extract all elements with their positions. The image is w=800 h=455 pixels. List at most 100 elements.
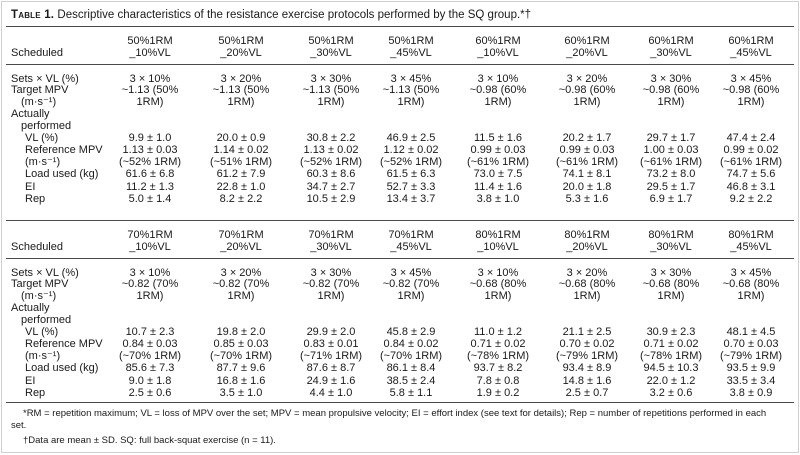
table-cell-reference-mpv: 0.99 ± 0.03 xyxy=(559,144,615,156)
table-cell-load-used: 60.3 ± 8.6 xyxy=(306,168,356,180)
column-header-load: 50%1RM xyxy=(127,35,173,47)
table-cell-load-used: 93.5 ± 9.9 xyxy=(726,362,776,374)
row-label-load-used: Load used (kg) xyxy=(25,168,99,180)
row-label-sets-vl: Sets × VL (%) xyxy=(11,73,79,85)
table-cell-ei: 22.8 ± 1.0 xyxy=(216,181,266,193)
table-cell-target-mpv: ~1.13 (50% xyxy=(302,84,360,96)
table-cell-ei: 52.7 ± 3.3 xyxy=(386,181,436,193)
column-header-vl: _20%VL xyxy=(566,241,608,253)
table-cell-sets-vl: 3 × 45% xyxy=(730,73,772,85)
table-cell-sets-vl: 3 × 45% xyxy=(730,267,772,279)
table-cell-ei: 38.5 ± 2.4 xyxy=(386,375,436,387)
table-cell-vl: 30.9 ± 2.3 xyxy=(646,326,696,338)
table-cell-sets-vl: 3 × 10% xyxy=(477,73,519,85)
column-header-load: 60%1RM xyxy=(648,35,694,47)
table-cell-reference-mpv-pct: (~51% 1RM) xyxy=(209,156,273,168)
table-cell-reference-mpv: 1.14 ± 0.02 xyxy=(213,144,269,156)
row-label-target-mpv: Target MPV xyxy=(11,84,69,96)
table-cell-target-mpv-cont: 1RM) xyxy=(737,290,765,302)
table-cell-rep: 1.9 ± 0.2 xyxy=(476,387,520,399)
table-cell-reference-mpv: 0.84 ± 0.03 xyxy=(122,338,178,350)
table-cell-target-mpv-cont: 1RM) xyxy=(657,290,685,302)
row-label-reference-mpv-unit: (m·s⁻¹) xyxy=(25,156,61,168)
table-cell-ei: 11.2 ± 1.3 xyxy=(125,181,175,193)
table-cell-load-used: 87.6 ± 8.7 xyxy=(306,362,356,374)
column-header-load: 80%1RM xyxy=(564,229,610,241)
column-header-load: 80%1RM xyxy=(648,229,694,241)
table-cell-vl: 20.2 ± 1.7 xyxy=(562,132,612,144)
column-header-vl: _30%VL xyxy=(310,241,352,253)
table-cell-load-used: 61.2 ± 7.9 xyxy=(216,168,266,180)
table-cell-target-mpv: ~0.82 (70% xyxy=(121,278,179,290)
table-cell-vl: 46.9 ± 2.5 xyxy=(386,132,436,144)
table-cell-target-mpv-cont: 1RM) xyxy=(227,96,255,108)
table-cell-target-mpv: ~1.13 (50% xyxy=(121,84,179,96)
column-header-vl: _10%VL xyxy=(477,47,519,59)
table-cell-reference-mpv-pct: (~52% 1RM) xyxy=(299,156,363,168)
table-cell-ei: 46.8 ± 3.1 xyxy=(726,181,776,193)
table-cell-sets-vl: 3 × 30% xyxy=(650,267,692,279)
row-label-target-mpv-unit: (m·s⁻¹) xyxy=(21,290,57,302)
row-label-target-mpv-unit: (m·s⁻¹) xyxy=(21,96,57,108)
table-cell-ei: 33.5 ± 3.4 xyxy=(726,375,776,387)
table-cell-ei: 16.8 ± 1.6 xyxy=(216,375,266,387)
table-cell-ei: 11.4 ± 1.6 xyxy=(473,181,523,193)
row-label-sets-vl: Sets × VL (%) xyxy=(11,267,79,279)
table-cell-load-used: 73.2 ± 8.0 xyxy=(646,168,696,180)
table-cell-vl: 29.7 ± 1.7 xyxy=(646,132,696,144)
table-cell-target-mpv: ~0.98 (60% xyxy=(722,84,780,96)
table-cell-rep: 3.8 ± 1.0 xyxy=(476,193,520,205)
table-rule-top xyxy=(6,26,794,27)
table-cell-rep: 3.2 ± 0.6 xyxy=(649,387,693,399)
table-cell-target-mpv: ~0.98 (60% xyxy=(642,84,700,96)
table-cell-reference-mpv: 1.12 ± 0.02 xyxy=(383,144,439,156)
table-cell-reference-mpv: 0.99 ± 0.02 xyxy=(723,144,779,156)
table-cell-rep: 5.3 ± 1.6 xyxy=(565,193,609,205)
table-cell-target-mpv-cont: 1RM) xyxy=(484,96,512,108)
table-cell-target-mpv: ~0.82 (70% xyxy=(382,278,440,290)
table-cell-target-mpv-cont: 1RM) xyxy=(737,96,765,108)
column-header-vl: _20%VL xyxy=(220,241,262,253)
table-cell-vl: 11.0 ± 1.2 xyxy=(473,326,523,338)
table-cell-sets-vl: 3 × 20% xyxy=(566,267,608,279)
table-cell-vl: 30.8 ± 2.2 xyxy=(306,132,356,144)
table-cell-reference-mpv-pct: (~71% 1RM) xyxy=(299,350,363,362)
column-header-load: 50%1RM xyxy=(218,35,264,47)
column-header-vl: _30%VL xyxy=(650,47,692,59)
table-cell-reference-mpv-pct: (~52% 1RM) xyxy=(118,156,182,168)
table-cell-load-used: 61.5 ± 6.3 xyxy=(386,168,436,180)
table-rule-header xyxy=(6,64,794,65)
header-scheduled-label: Scheduled xyxy=(11,241,63,253)
table-cell-load-used: 85.6 ± 7.3 xyxy=(125,362,175,374)
table-caption-label: Table 1. xyxy=(11,9,55,21)
table-cell-rep: 3.5 ± 1.0 xyxy=(219,387,263,399)
table-cell-rep: 9.2 ± 2.2 xyxy=(729,193,773,205)
table-cell-reference-mpv-pct: (~61% 1RM) xyxy=(555,156,619,168)
row-label-vl: VL (%) xyxy=(25,326,59,338)
table-cell-reference-mpv-pct: (~52% 1RM) xyxy=(379,156,443,168)
table-cell-load-used: 86.1 ± 8.4 xyxy=(386,362,436,374)
column-header-load: 70%1RM xyxy=(388,229,434,241)
table-cell-target-mpv-cont: 1RM) xyxy=(484,290,512,302)
table-cell-rep: 8.2 ± 2.2 xyxy=(219,193,263,205)
table-cell-rep: 2.5 ± 0.6 xyxy=(128,387,172,399)
table-cell-reference-mpv: 0.84 ± 0.02 xyxy=(383,338,439,350)
column-header-load: 70%1RM xyxy=(218,229,264,241)
column-header-vl: _45%VL xyxy=(730,241,772,253)
table-cell-ei: 9.0 ± 1.8 xyxy=(128,375,172,387)
table-cell-vl: 47.4 ± 2.4 xyxy=(726,132,776,144)
table-cell-load-used: 94.5 ± 10.3 xyxy=(643,362,699,374)
column-header-vl: _20%VL xyxy=(220,47,262,59)
table-cell-rep: 13.4 ± 3.7 xyxy=(386,193,436,205)
table-cell-target-mpv: ~0.68 (80% xyxy=(469,278,527,290)
table-cell-rep: 10.5 ± 2.9 xyxy=(306,193,356,205)
column-header-vl: _30%VL xyxy=(650,241,692,253)
table-cell-reference-mpv: 0.83 ± 0.01 xyxy=(303,338,359,350)
table-cell-reference-mpv-pct: (~61% 1RM) xyxy=(466,156,530,168)
table-cell-ei: 34.7 ± 2.7 xyxy=(306,181,356,193)
table-cell-reference-mpv-pct: (~61% 1RM) xyxy=(719,156,783,168)
table-cell-sets-vl: 3 × 30% xyxy=(650,73,692,85)
table-cell-sets-vl: 3 × 20% xyxy=(566,73,608,85)
row-label-vl: VL (%) xyxy=(25,132,59,144)
